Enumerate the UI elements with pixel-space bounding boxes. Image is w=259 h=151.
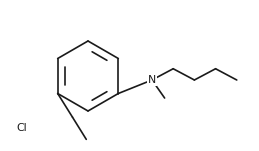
Text: Cl: Cl (17, 123, 27, 133)
Text: N: N (148, 75, 156, 85)
